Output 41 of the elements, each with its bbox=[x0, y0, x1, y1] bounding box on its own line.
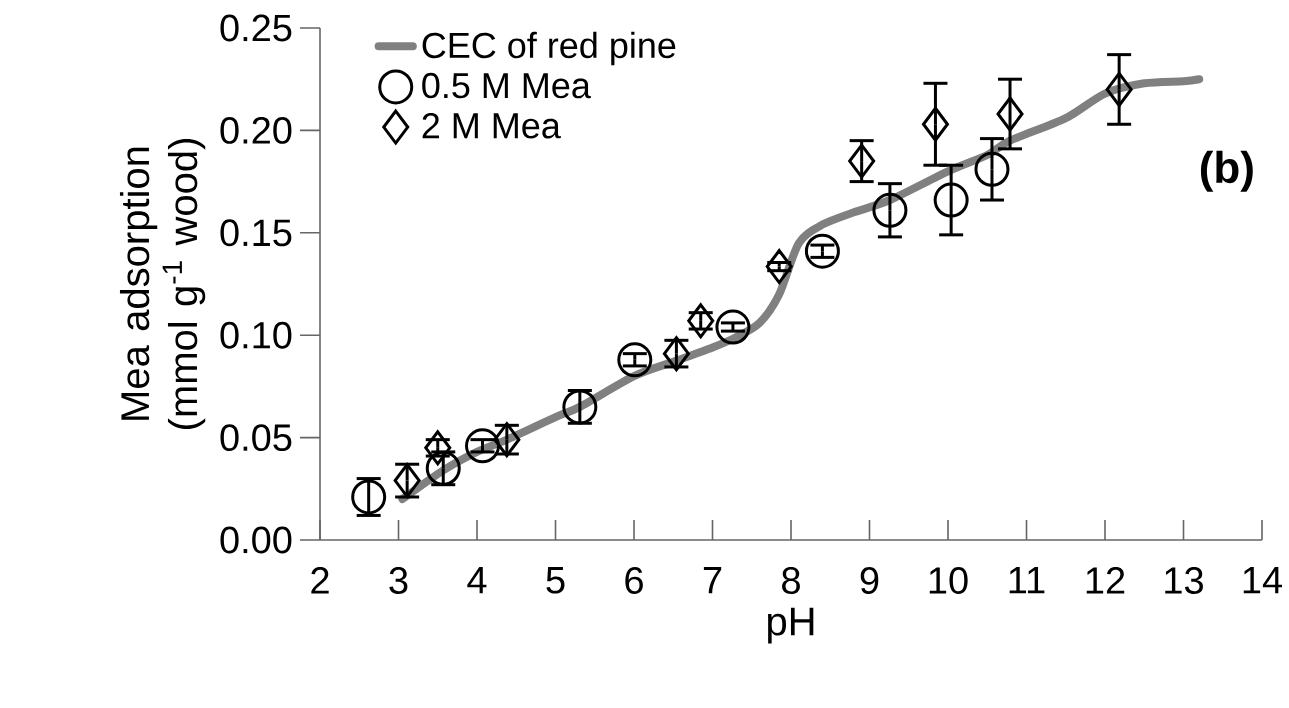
y-tick-label: 0.05 bbox=[220, 424, 292, 452]
point bbox=[465, 428, 500, 464]
legend-label: CEC of red pine bbox=[422, 31, 676, 66]
x-tick-label: 8 bbox=[782, 567, 800, 594]
x-tick-label: 14 bbox=[1243, 567, 1283, 594]
point bbox=[765, 249, 793, 285]
point bbox=[848, 143, 876, 179]
point bbox=[933, 182, 969, 218]
x-tick-label: 10 bbox=[929, 567, 968, 594]
point bbox=[921, 106, 949, 142]
point bbox=[1105, 71, 1133, 107]
point bbox=[715, 309, 751, 345]
legend-label: 2 M Mea bbox=[422, 112, 561, 139]
point bbox=[562, 389, 598, 425]
x-tick-label: 5 bbox=[546, 567, 565, 594]
x-axis-title: pH bbox=[768, 607, 814, 644]
x-tick-label: 11 bbox=[1009, 567, 1045, 594]
y-tick-label: 0.15 bbox=[220, 219, 292, 247]
y-tick-label: 0.00 bbox=[220, 526, 292, 554]
x-tick-label: 12 bbox=[1086, 567, 1125, 594]
point bbox=[804, 233, 840, 269]
y-tick-label: 0.25 bbox=[220, 14, 292, 42]
x-tick-label: 6 bbox=[625, 567, 643, 594]
y-tick-label: 0.20 bbox=[220, 116, 292, 144]
point bbox=[351, 479, 387, 515]
point bbox=[424, 430, 452, 466]
x-tick-label: 7 bbox=[703, 567, 722, 594]
x-tick-label: 3 bbox=[389, 567, 408, 594]
x-tick-label: 13 bbox=[1165, 567, 1203, 594]
x-tick-label: 4 bbox=[467, 567, 487, 594]
legend-label: 0.5 M Mea bbox=[422, 72, 591, 99]
y-tick-label: 0.10 bbox=[220, 321, 292, 349]
x-tick-label: 9 bbox=[860, 567, 879, 594]
point bbox=[974, 151, 1010, 187]
point bbox=[872, 192, 908, 228]
point bbox=[425, 450, 461, 486]
x-tick-label: 2 bbox=[311, 567, 329, 594]
annotation: (b) bbox=[1200, 150, 1253, 192]
point bbox=[687, 303, 715, 339]
point bbox=[617, 342, 653, 378]
point bbox=[996, 96, 1024, 132]
